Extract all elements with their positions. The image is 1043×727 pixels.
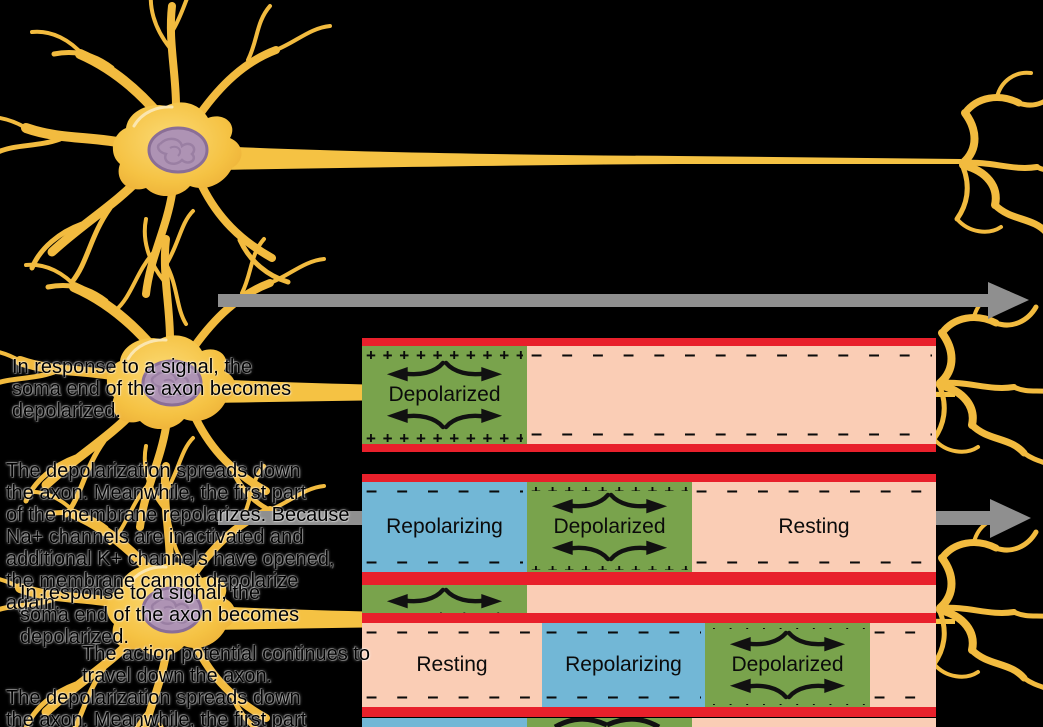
annotation-line: depolarized. bbox=[20, 626, 129, 648]
resting-zone: – – – – – – – – – – – – – – – – – – – – … bbox=[870, 623, 936, 707]
zone-label-resting: Resting bbox=[416, 653, 488, 676]
annotation-line: soma end of the axon becomes bbox=[12, 378, 292, 400]
zone-label-depolarized: Depolarized bbox=[553, 515, 666, 538]
current-spread-arrows-icon bbox=[366, 407, 523, 431]
propagation-arrow-icon bbox=[218, 282, 1029, 319]
annotation-line: the axon. Meanwhile, the first part bbox=[6, 482, 307, 504]
partial-axon-bar: Depolarized bbox=[362, 578, 936, 613]
negative-charge-row: – – – – – – – – – – – – – – – – – – – – … bbox=[546, 690, 701, 705]
zone-label-repolarizing: Repolarizing bbox=[565, 653, 682, 676]
annotation-line: The depolarization spreads down bbox=[6, 460, 301, 482]
zone-label-depolarized: Depolarized bbox=[388, 383, 501, 406]
zone-label-repolarizing: Repolarizing bbox=[386, 515, 503, 538]
negative-charge-row: – – – – – – – – – – – – – – – – – – – – … bbox=[531, 348, 932, 363]
positive-charge-row: + + + + + + + + + + + + + + + + + + + + … bbox=[531, 563, 688, 570]
partial-axon-bar bbox=[362, 718, 936, 727]
annotation-line: Na+ channels are inactivated and bbox=[6, 526, 304, 548]
depolarized-zone: + + + + + + + + + + + + + + + + + + + + … bbox=[705, 623, 870, 707]
annotation-line: again. bbox=[6, 592, 61, 614]
positive-charge-row: + + + + + + + + + + + + + + + + + + + + … bbox=[709, 701, 866, 705]
negative-charge-row: – – – – – – – – – – – – – – – – – – – – … bbox=[531, 427, 932, 442]
axon-membrane-bar-2: – – – – – – – – – – – – – – – – – – – – … bbox=[362, 474, 936, 580]
annotation-line: the membrane cannot depolarize bbox=[6, 570, 299, 592]
positive-charge-row: + + + + + + + + + + + + + + + + + + + + … bbox=[709, 625, 866, 629]
positive-charge-row: + + + + + + + + + + + + + + + + + + + + … bbox=[366, 431, 523, 442]
annotation-step-2-repeat: The depolarization spreads down the axon.… bbox=[6, 687, 306, 727]
depolarized-zone: + + + + + + + + + + + + + + + + + + + + … bbox=[527, 482, 692, 572]
zone-label-resting: Resting bbox=[778, 515, 850, 538]
zone-label-depolarized: Depolarized bbox=[731, 653, 844, 676]
neuron-1 bbox=[0, 0, 1043, 324]
negative-charge-row: – – – – – – – – – – – – – – – – – – – – … bbox=[696, 555, 932, 570]
axon-membrane-bar-3: – – – – – – – – – – – – – – – – – – – – … bbox=[362, 613, 936, 717]
annotation-step-2: The depolarization spreads down the axon.… bbox=[6, 460, 350, 614]
annotation-line: the axon. Meanwhile, the first part bbox=[6, 709, 307, 727]
annotation-line: of the membrane repolarizes. Because bbox=[6, 504, 350, 526]
annotation-line: soma end of the axon becomes bbox=[20, 604, 300, 626]
negative-charge-row: – – – – – – – – – – – – – – – – – – – – … bbox=[366, 555, 523, 570]
axon-membrane-bar-1: + + + + + + + + + + + + + + + + + + + + … bbox=[362, 338, 936, 452]
current-spread-arrows-icon bbox=[531, 491, 688, 515]
resting-zone: – – – – – – – – – – – – – – – – – – – – … bbox=[692, 482, 936, 572]
repolarizing-zone: – – – – – – – – – – – – – – – – – – – – … bbox=[542, 623, 705, 707]
annotation-line: additional K+ channels have opened, bbox=[6, 548, 335, 570]
negative-charge-row: – – – – – – – – – – – – – – – – – – – – … bbox=[696, 484, 932, 499]
resting-zone: – – – – – – – – – – – – – – – – – – – – … bbox=[362, 623, 542, 707]
annotation-line: In response to a signal, the bbox=[12, 356, 253, 378]
annotation-step-1: In response to a signal, the soma end of … bbox=[12, 356, 291, 422]
depolarized-zone: + + + + + + + + + + + + + + + + + + + + … bbox=[362, 346, 527, 444]
annotation-line: depolarized. bbox=[12, 400, 121, 422]
current-spread-arrows-icon bbox=[531, 539, 688, 563]
positive-charge-row: + + + + + + + + + + + + + + + + + + + + … bbox=[366, 348, 523, 359]
current-spread-arrows-icon bbox=[366, 359, 523, 383]
annotation-line: In response to a signal, the bbox=[20, 582, 261, 604]
annotation-line: The action potential continues to bbox=[82, 643, 370, 665]
resting-zone: – – – – – – – – – – – – – – – – – – – – … bbox=[527, 346, 936, 444]
annotation-line: travel down the axon. bbox=[82, 665, 273, 687]
current-spread-arrows-icon bbox=[709, 629, 866, 653]
depolarized-zone bbox=[527, 718, 692, 727]
zone-label-depolarized: Depolarized bbox=[366, 610, 523, 613]
depolarized-zone: Depolarized bbox=[362, 585, 527, 613]
positive-charge-row: + + + + + + + + + + + + + + + + + + + + … bbox=[531, 484, 688, 491]
negative-charge-row: – – – – – – – – – – – – – – – – – – – – … bbox=[366, 484, 523, 499]
resting-zone bbox=[527, 585, 936, 613]
negative-charge-row: – – – – – – – – – – – – – – – – – – – – … bbox=[366, 625, 538, 640]
negative-charge-row: – – – – – – – – – – – – – – – – – – – – … bbox=[546, 625, 701, 640]
negative-charge-row: – – – – – – – – – – – – – – – – – – – – … bbox=[366, 690, 538, 705]
annotation-line: The depolarization spreads down bbox=[6, 687, 301, 709]
current-spread-arrows-icon bbox=[553, 718, 661, 727]
repolarizing-zone bbox=[362, 718, 527, 727]
annotation-step-3: The action potential continues to travel … bbox=[82, 643, 370, 687]
negative-charge-row: – – – – – – – – – – – – – – – – – – – – … bbox=[874, 625, 932, 640]
repolarizing-zone: – – – – – – – – – – – – – – – – – – – – … bbox=[362, 482, 527, 572]
resting-zone bbox=[692, 718, 936, 727]
current-spread-arrows-icon bbox=[366, 586, 523, 610]
negative-charge-row: – – – – – – – – – – – – – – – – – – – – … bbox=[874, 690, 932, 705]
current-spread-arrows-icon bbox=[709, 677, 866, 701]
annotation-step-1-repeat: In response to a signal, the soma end of … bbox=[20, 582, 299, 648]
